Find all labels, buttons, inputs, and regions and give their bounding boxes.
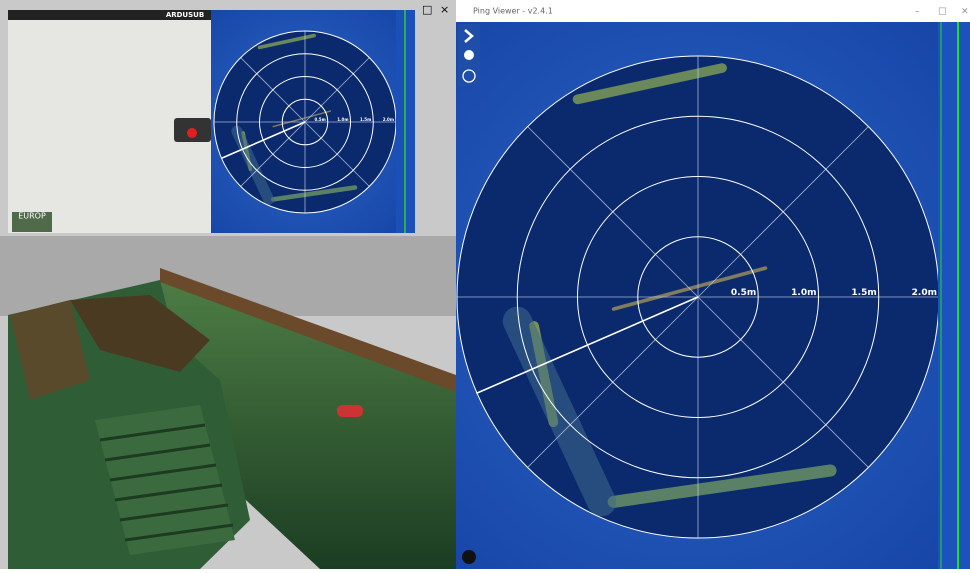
window-control[interactable]: – [915, 7, 920, 17]
small-sonar: 0.5m 1.0m 1.5m 2.0m [213, 30, 397, 214]
range-label: 1.5m [851, 288, 876, 298]
range-label: 0.5m [731, 288, 756, 298]
range-label: 2.0m [383, 117, 394, 122]
range-ring [637, 236, 759, 358]
echo [270, 185, 358, 202]
range-label: 1.5m [360, 117, 371, 122]
echo [502, 306, 617, 517]
window-control[interactable]: □ [938, 7, 947, 17]
wall-top [160, 268, 456, 392]
block [10, 300, 90, 400]
range-label: 2.0m [912, 288, 937, 298]
record-button[interactable] [187, 128, 197, 138]
window-control[interactable]: × [440, 3, 449, 16]
map-label: EUROP [18, 212, 46, 221]
range-ring [259, 76, 351, 168]
expand-button[interactable] [464, 29, 474, 43]
range-ring [516, 115, 880, 479]
range-label: 1.0m [791, 288, 816, 298]
window-control[interactable]: □ [422, 3, 432, 16]
title-bar [456, 0, 970, 22]
depth-bar [938, 22, 970, 569]
window-control[interactable]: × [961, 7, 969, 17]
help-button[interactable] [462, 550, 476, 564]
block [70, 295, 210, 372]
mini-map [12, 212, 52, 232]
window-title: Ping Viewer - v2.4.1 [473, 7, 553, 16]
range-ring [281, 98, 329, 146]
range-label: 0.5m [314, 117, 325, 122]
stair-lines [99, 423, 234, 542]
info-button[interactable] [462, 69, 476, 83]
settings-button[interactable] [464, 50, 474, 60]
echo [607, 464, 837, 508]
range-ring [577, 176, 819, 418]
sonar: 0.5m 1.0m 1.5m 2.0m [456, 55, 940, 539]
range-label: 1.0m [337, 117, 348, 122]
toolbar [8, 10, 211, 20]
brand: ARDUSUB [166, 11, 204, 19]
wall [160, 268, 456, 569]
range-ring [236, 53, 374, 191]
rov [337, 405, 363, 417]
